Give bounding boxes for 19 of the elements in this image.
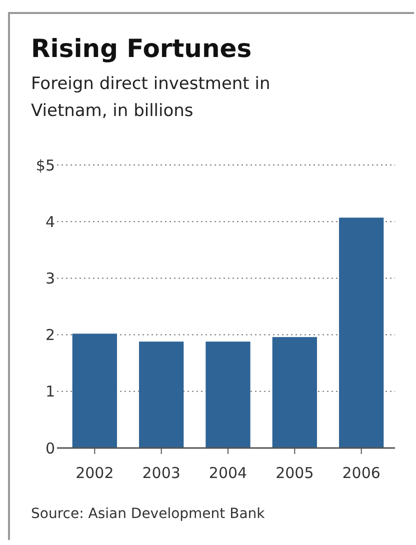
y-tick-label: 2 bbox=[45, 326, 55, 344]
y-tick-label: 3 bbox=[45, 269, 55, 288]
bar bbox=[339, 218, 384, 448]
y-tick-label: 1 bbox=[45, 382, 55, 401]
y-tick-label: $5 bbox=[36, 156, 55, 174]
chart-title: Rising Fortunes bbox=[31, 34, 252, 63]
x-tick-label: 2002 bbox=[76, 464, 114, 482]
bar bbox=[72, 334, 117, 448]
bar bbox=[206, 342, 250, 448]
x-tick-label: 2004 bbox=[208, 464, 248, 482]
bar bbox=[272, 337, 317, 448]
x-tick-label: 2006 bbox=[342, 464, 380, 482]
chart-subtitle: Foreign direct investment in Vietnam, in billions bbox=[31, 74, 270, 121]
x-tick-label: 2003 bbox=[142, 464, 180, 482]
y-tick-label: 0 bbox=[45, 439, 55, 458]
bar bbox=[139, 342, 184, 448]
source-note: Source: Asian Development Bank bbox=[31, 506, 266, 522]
x-tick-label: 2005 bbox=[276, 464, 314, 482]
y-tick-label: 4 bbox=[45, 212, 55, 231]
